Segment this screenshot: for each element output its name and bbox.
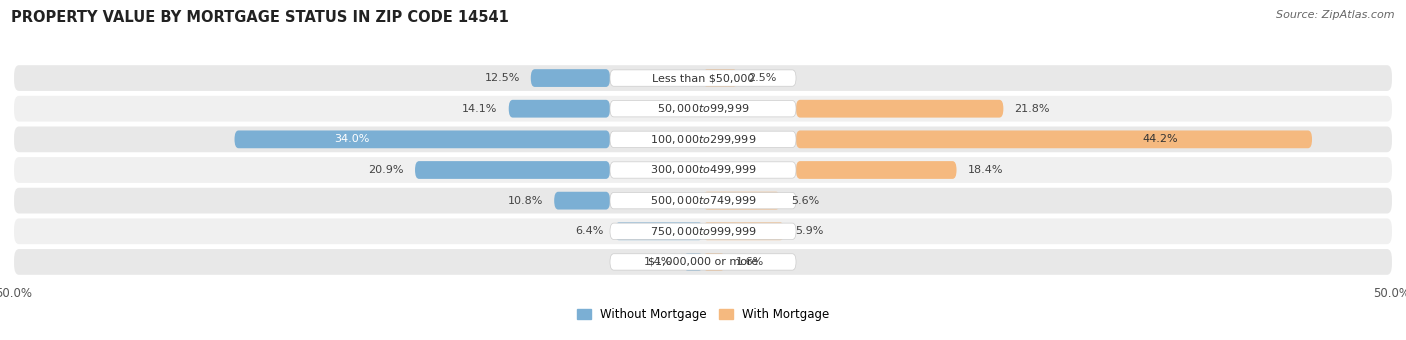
FancyBboxPatch shape [610, 192, 796, 209]
FancyBboxPatch shape [14, 249, 1392, 275]
FancyBboxPatch shape [614, 222, 703, 240]
FancyBboxPatch shape [683, 253, 703, 271]
Text: 1.6%: 1.6% [737, 257, 765, 267]
Text: 20.9%: 20.9% [368, 165, 404, 175]
FancyBboxPatch shape [610, 131, 796, 148]
FancyBboxPatch shape [509, 100, 610, 118]
Text: 10.8%: 10.8% [508, 195, 543, 206]
FancyBboxPatch shape [14, 96, 1392, 122]
FancyBboxPatch shape [610, 223, 796, 239]
Text: 44.2%: 44.2% [1142, 134, 1178, 144]
Text: 12.5%: 12.5% [484, 73, 520, 83]
FancyBboxPatch shape [14, 65, 1392, 91]
FancyBboxPatch shape [554, 192, 610, 209]
Text: 1.4%: 1.4% [644, 257, 672, 267]
FancyBboxPatch shape [796, 161, 956, 179]
FancyBboxPatch shape [610, 101, 796, 117]
FancyBboxPatch shape [14, 126, 1392, 152]
Text: $1,000,000 or more: $1,000,000 or more [648, 257, 758, 267]
FancyBboxPatch shape [14, 218, 1392, 244]
Text: $500,000 to $749,999: $500,000 to $749,999 [650, 194, 756, 207]
FancyBboxPatch shape [703, 253, 725, 271]
FancyBboxPatch shape [796, 131, 1312, 148]
FancyBboxPatch shape [531, 69, 610, 87]
Text: 5.6%: 5.6% [792, 195, 820, 206]
Text: $300,000 to $499,999: $300,000 to $499,999 [650, 164, 756, 176]
Text: Source: ZipAtlas.com: Source: ZipAtlas.com [1277, 10, 1395, 20]
Text: 5.9%: 5.9% [796, 226, 824, 236]
Text: 34.0%: 34.0% [335, 134, 370, 144]
Text: $50,000 to $99,999: $50,000 to $99,999 [657, 102, 749, 115]
FancyBboxPatch shape [703, 192, 780, 209]
FancyBboxPatch shape [610, 162, 796, 178]
FancyBboxPatch shape [415, 161, 610, 179]
Text: 14.1%: 14.1% [463, 104, 498, 114]
FancyBboxPatch shape [703, 69, 738, 87]
FancyBboxPatch shape [14, 157, 1392, 183]
Text: 2.5%: 2.5% [748, 73, 778, 83]
FancyBboxPatch shape [796, 100, 1004, 118]
Text: $100,000 to $299,999: $100,000 to $299,999 [650, 133, 756, 146]
FancyBboxPatch shape [235, 131, 610, 148]
Text: 6.4%: 6.4% [575, 226, 603, 236]
FancyBboxPatch shape [610, 254, 796, 270]
Text: $750,000 to $999,999: $750,000 to $999,999 [650, 225, 756, 238]
FancyBboxPatch shape [610, 70, 796, 86]
FancyBboxPatch shape [14, 188, 1392, 214]
FancyBboxPatch shape [703, 222, 785, 240]
Text: Less than $50,000: Less than $50,000 [652, 73, 754, 83]
Text: PROPERTY VALUE BY MORTGAGE STATUS IN ZIP CODE 14541: PROPERTY VALUE BY MORTGAGE STATUS IN ZIP… [11, 10, 509, 25]
Legend: Without Mortgage, With Mortgage: Without Mortgage, With Mortgage [576, 308, 830, 321]
Text: 18.4%: 18.4% [967, 165, 1002, 175]
Text: 21.8%: 21.8% [1014, 104, 1050, 114]
